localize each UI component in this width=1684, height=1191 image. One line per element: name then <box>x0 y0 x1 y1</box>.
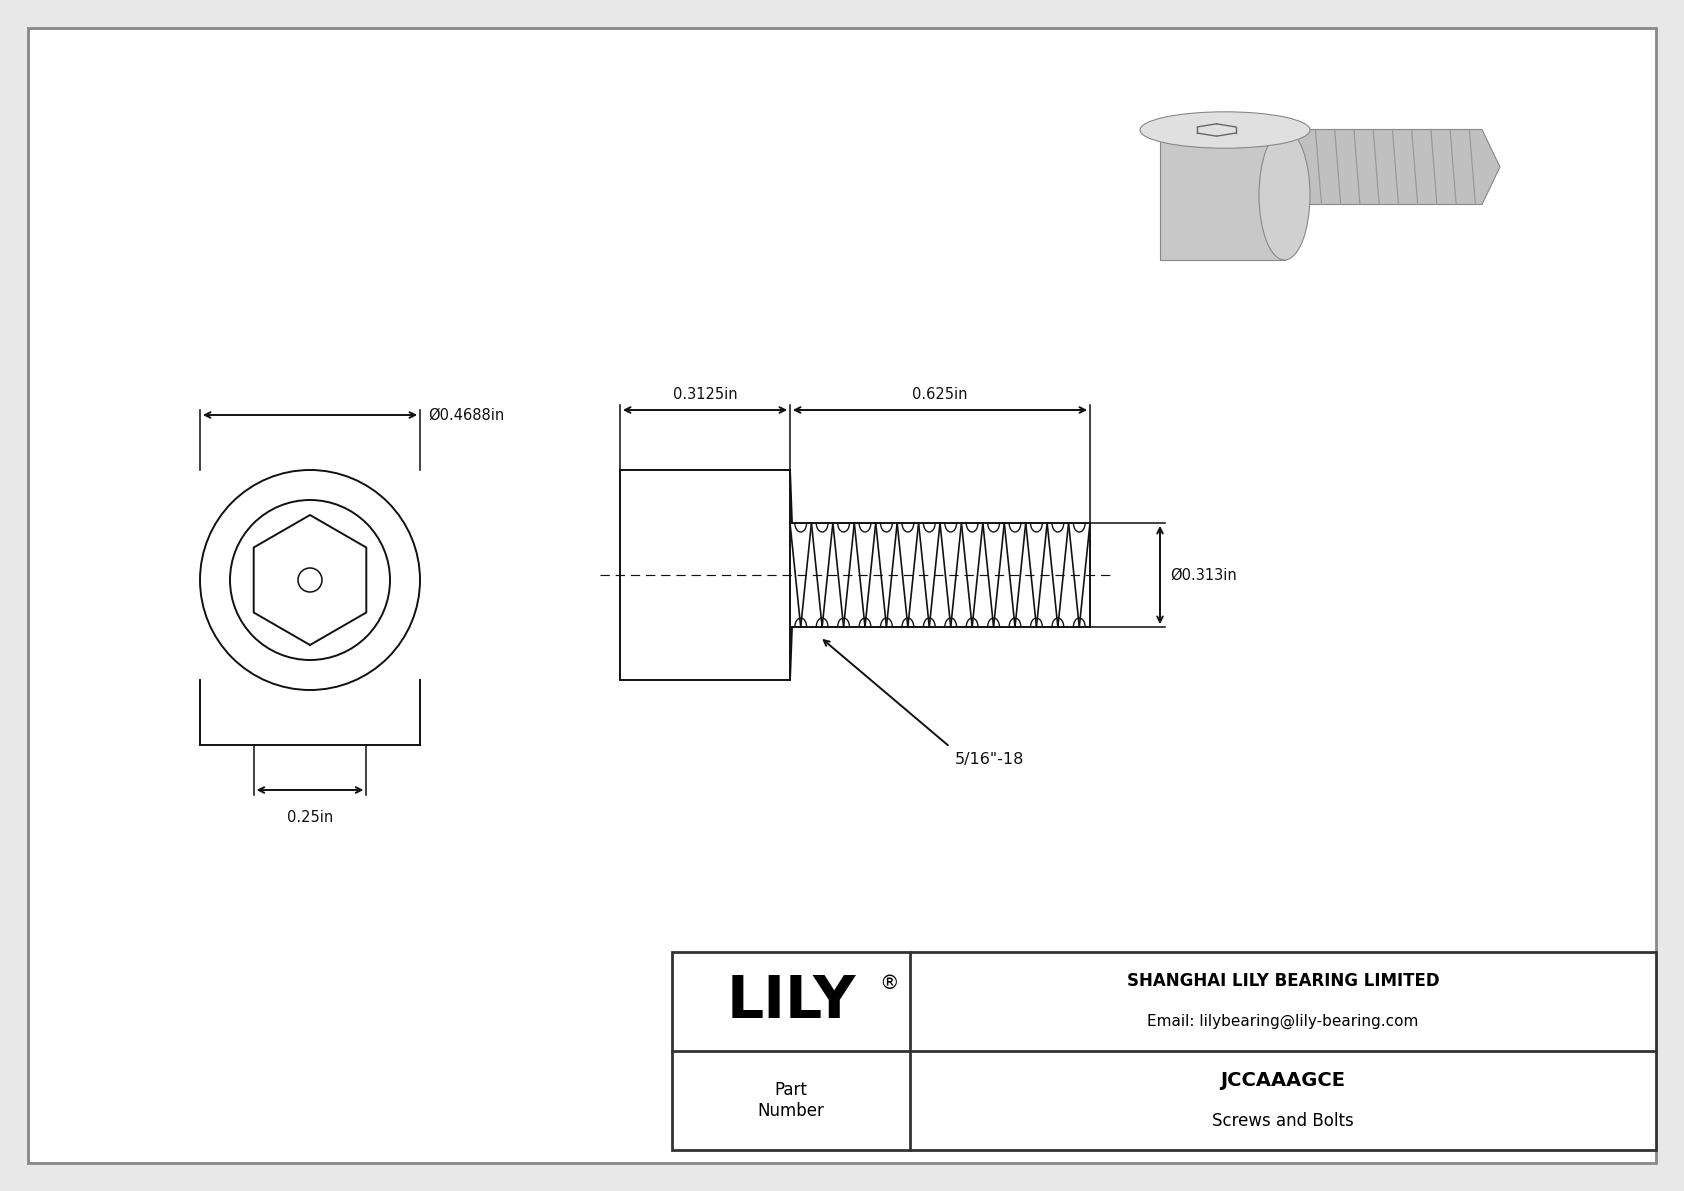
Text: ®: ® <box>879 974 899 993</box>
Text: 5/16"-18: 5/16"-18 <box>955 752 1024 767</box>
Bar <box>672 952 1655 1151</box>
Text: Ø0.4688in: Ø0.4688in <box>428 407 504 423</box>
Text: Screws and Bolts: Screws and Bolts <box>1212 1111 1354 1129</box>
Text: 0.625in: 0.625in <box>913 387 968 403</box>
Bar <box>620 470 790 680</box>
Text: JCCAAAGCE: JCCAAAGCE <box>1221 1071 1346 1090</box>
Text: SHANGHAI LILY BEARING LIMITED: SHANGHAI LILY BEARING LIMITED <box>1127 973 1440 991</box>
Ellipse shape <box>1140 112 1310 148</box>
Polygon shape <box>1290 130 1500 205</box>
Text: Ø0.313in: Ø0.313in <box>1170 567 1236 582</box>
Text: 0.25in: 0.25in <box>286 810 333 825</box>
Text: LILY: LILY <box>726 973 855 1030</box>
Text: Part
Number: Part Number <box>758 1081 825 1120</box>
Text: 0.3125in: 0.3125in <box>672 387 738 403</box>
Polygon shape <box>1160 130 1285 260</box>
Text: Email: lilybearing@lily-bearing.com: Email: lilybearing@lily-bearing.com <box>1147 1014 1418 1029</box>
Ellipse shape <box>1260 130 1310 260</box>
